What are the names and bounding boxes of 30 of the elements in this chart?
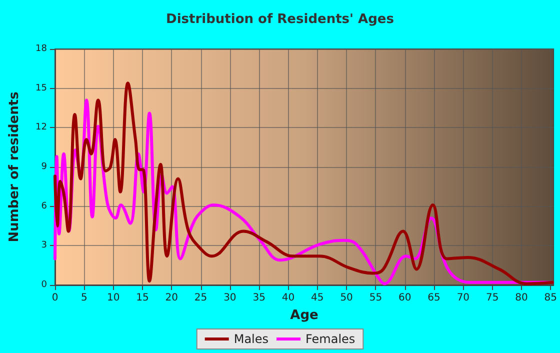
x-tick-label: 25 [194,292,208,304]
x-tick-label: 5 [80,292,88,304]
x-tick-label: 85 [544,292,558,304]
x-tick-label: 75 [486,292,499,304]
x-tick-label: 80 [515,292,528,304]
y-tick-label: 18 [36,44,48,54]
x-tick-label: 35 [252,292,266,304]
x-tick-label: 60 [398,292,412,304]
y-tick-label: 9 [41,162,48,172]
x-tick-label: 0 [52,292,58,304]
x-tick-label: 15 [136,292,149,304]
x-tick-label: 20 [165,292,178,304]
y-tick-label: 12 [36,122,47,133]
y-tick-label: 15 [36,83,47,94]
legend-label: Females [306,332,356,346]
y-tick-label: 3 [41,240,47,251]
y-tick-label: 0 [41,280,48,290]
x-tick-label: 40 [282,292,295,304]
x-tick-label: 70 [456,292,470,304]
x-tick-label: 50 [340,292,353,304]
legend-label: Males [234,332,269,346]
y-axis-title: Number of residents [7,91,22,242]
x-tick-label: 45 [311,292,324,304]
x-axis-title: Age [290,308,319,323]
x-tick-label: 10 [106,292,120,304]
y-tick-label: 6 [41,201,48,212]
x-tick-label: 65 [428,292,440,304]
x-tick-label: 55 [369,292,382,304]
chart-title: Distribution of Residents' Ages [166,12,394,27]
x-tick-label: 30 [224,292,236,304]
